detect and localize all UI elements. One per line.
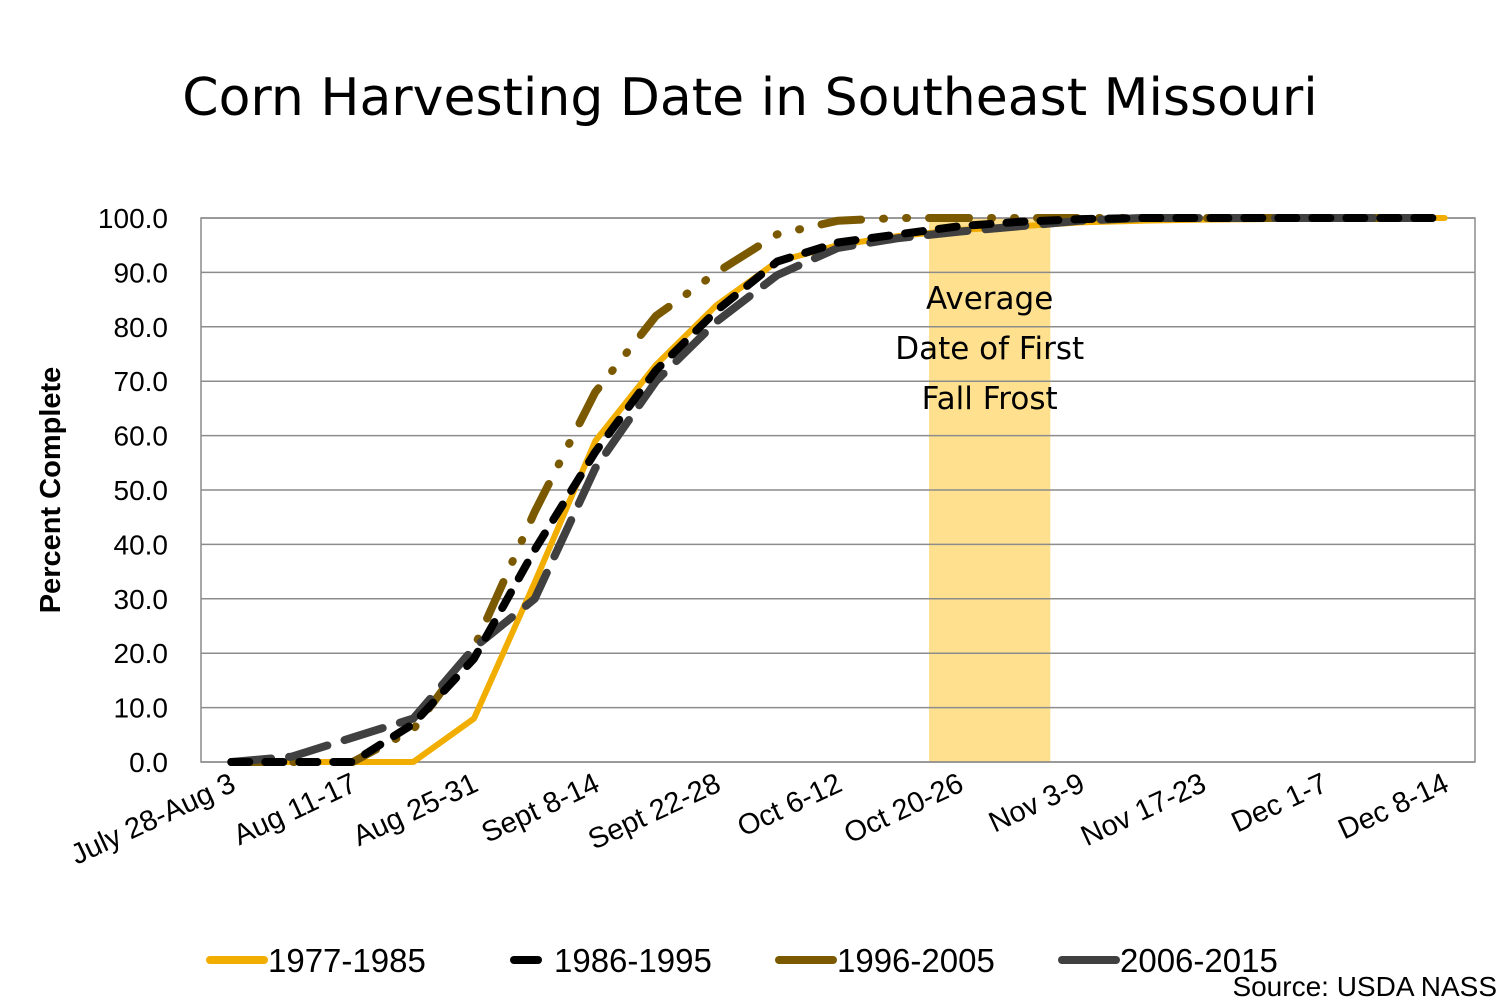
legend: 1977-1985 1986-1995 1996-2005 2006-2015 (206, 942, 1278, 979)
legend-item: 1996-2005 (775, 942, 995, 979)
x-tick-label: Nov 17-23 (1076, 767, 1211, 853)
y-tick-label: 70.0 (114, 366, 169, 397)
y-tick-label: 40.0 (114, 529, 169, 560)
gridlines (201, 217, 1475, 763)
y-tick-label: 60.0 (114, 421, 169, 452)
legend-label: 1986-1995 (554, 942, 712, 979)
legend-item: 1977-1985 (206, 942, 426, 979)
y-tick-label: 100.0 (98, 203, 168, 234)
x-tick-label: Nov 3-9 (984, 767, 1090, 839)
legend-item: 2006-2015 (1058, 942, 1278, 979)
x-tick-label: Oct 6-12 (733, 767, 847, 843)
frost-annotation: Average Date of First Fall Frost (895, 281, 1084, 417)
legend-label: 1977-1985 (268, 942, 426, 979)
y-tick-label: 20.0 (114, 638, 169, 669)
chart-title: Corn Harvesting Date in Southeast Missou… (182, 68, 1317, 128)
legend-item: 1986-1995 (510, 942, 712, 979)
y-axis-label: Percent Complete (35, 367, 67, 614)
source-note: Source: USDA NASS (1232, 971, 1497, 1000)
x-tick-label: Dec 8-14 (1333, 767, 1453, 846)
annotation-line: Date of First (895, 331, 1084, 367)
annotation-line: Fall Frost (922, 381, 1058, 417)
x-tick-label: July 28-Aug 3 (66, 767, 240, 871)
y-tick-label: 30.0 (114, 584, 169, 615)
annotation-line: Average (926, 281, 1053, 317)
legend-label: 2006-2015 (1120, 942, 1278, 979)
legend-label: 1996-2005 (837, 942, 995, 979)
y-tick-label: 0.0 (129, 747, 168, 778)
series-line-1986-1995 (227, 214, 1449, 766)
series-lines (227, 214, 1449, 766)
x-tick-label: Oct 20-26 (839, 767, 968, 850)
y-axis-ticks: 0.0 10.0 20.0 30.0 40.0 50.0 60.0 70.0 80.0 90.0 1… (98, 203, 168, 778)
x-tick-label: Dec 1-7 (1227, 767, 1333, 839)
y-tick-label: 80.0 (114, 312, 169, 343)
x-tick-label: Aug 25-31 (348, 767, 483, 853)
y-tick-label: 50.0 (114, 475, 169, 506)
y-tick-label: 10.0 (114, 693, 169, 724)
x-tick-label: Aug 11-17 (229, 767, 362, 852)
x-tick-label: Sept 8-14 (477, 767, 605, 849)
x-tick-label: Sept 22-28 (584, 767, 726, 856)
y-tick-label: 90.0 (114, 257, 169, 288)
